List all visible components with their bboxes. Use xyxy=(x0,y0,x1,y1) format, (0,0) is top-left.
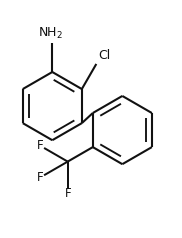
Text: F: F xyxy=(37,171,43,184)
Text: F: F xyxy=(37,139,43,152)
Text: Cl: Cl xyxy=(98,49,110,62)
Text: F: F xyxy=(64,187,71,200)
Text: NH$_2$: NH$_2$ xyxy=(38,26,63,41)
